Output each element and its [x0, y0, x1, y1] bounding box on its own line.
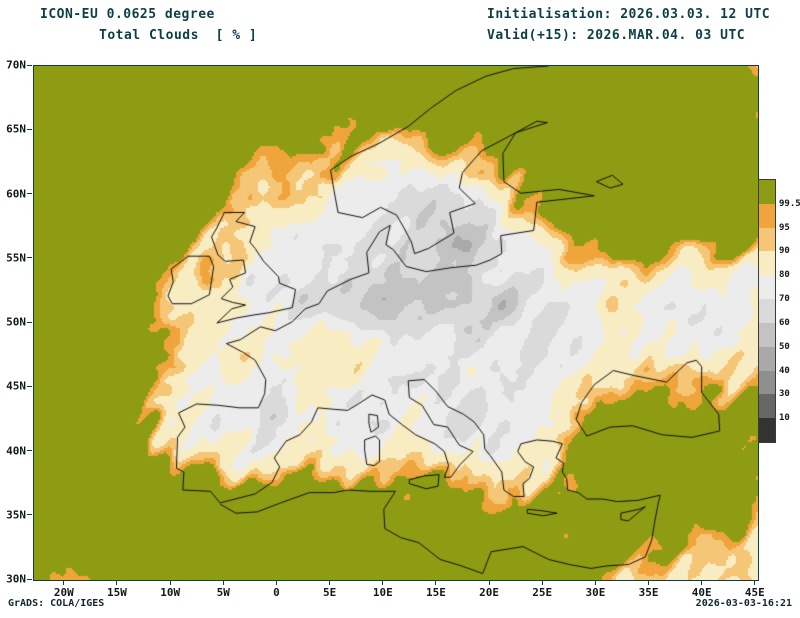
x-axis-label: 35E — [638, 586, 659, 599]
y-axis-label: 50N — [6, 315, 26, 329]
x-axis-label: 5E — [322, 586, 337, 599]
y-axis-label: 65N — [6, 122, 26, 136]
y-axis-tick — [27, 450, 32, 451]
map-plot-area — [33, 65, 759, 581]
variable-title: Total Clouds [ % ] — [99, 28, 258, 43]
x-axis-tick — [488, 580, 490, 585]
x-axis-tick — [329, 580, 331, 585]
y-axis-tick — [27, 193, 32, 194]
valid-time-label: Valid(+15): 2026.MAR.04. 03 UTC — [487, 28, 746, 43]
y-axis-label: 40N — [6, 444, 26, 457]
colorbar-label: 30 — [779, 389, 790, 400]
colorbar-label: 80 — [779, 270, 790, 281]
y-axis-label: 30N — [6, 572, 26, 586]
y-axis-label: 60N — [6, 187, 26, 200]
y-axis-label: 45N — [6, 379, 26, 393]
x-axis-label: 30E — [585, 586, 606, 599]
x-axis-tick — [222, 580, 224, 585]
y-axis-label: 70N — [6, 58, 26, 72]
colorbar-segment — [759, 180, 775, 204]
x-axis-tick — [541, 580, 543, 585]
x-axis-tick — [382, 580, 384, 585]
colorbar-segment — [759, 418, 775, 442]
y-axis-tick — [27, 321, 32, 323]
x-axis-tick — [594, 580, 596, 585]
colorbar-segment — [759, 346, 775, 371]
y-axis-tick — [27, 128, 32, 130]
colorbar — [758, 179, 776, 443]
colorbar-label: 95 — [779, 222, 790, 233]
colorbar-label: 70 — [779, 294, 790, 305]
x-axis-tick — [116, 580, 118, 585]
x-axis-tick — [435, 580, 437, 585]
grads-credit: GrADS: COLA/IGES — [8, 598, 105, 609]
x-axis-label: 20W — [53, 586, 74, 599]
colorbar-segment — [759, 275, 775, 300]
y-axis-tick — [27, 578, 32, 580]
y-axis-tick — [27, 64, 32, 66]
colorbar-segment — [759, 370, 775, 395]
x-axis-label: 15W — [107, 586, 127, 599]
colorbar-label: 99.5 — [779, 198, 800, 209]
y-axis-tick — [27, 514, 32, 516]
colorbar-segment — [759, 251, 775, 276]
colorbar-segment — [759, 394, 775, 419]
colorbar-label: 90 — [779, 246, 790, 257]
colorbar-label: 40 — [779, 365, 790, 376]
y-axis-tick — [27, 385, 32, 387]
x-axis-label: 0 — [273, 586, 280, 599]
colorbar-label: 60 — [779, 317, 790, 328]
y-axis-label: 55N — [6, 251, 26, 265]
x-axis-tick — [648, 580, 650, 585]
init-time-label: Initialisation: 2026.03.03. 12 UTC — [487, 7, 771, 22]
x-axis-label: 5W — [216, 586, 230, 599]
x-axis-label: 10E — [372, 586, 393, 599]
colorbar-segment — [759, 299, 775, 323]
x-axis-tick — [701, 580, 703, 585]
colorbar-segment — [759, 203, 775, 228]
y-axis-tick — [27, 257, 32, 259]
x-axis-tick — [63, 580, 65, 585]
colorbar-label: 50 — [779, 341, 790, 352]
x-axis-label: 40E — [691, 586, 712, 599]
colorbar-segment — [759, 227, 775, 252]
x-axis-label: 20E — [479, 586, 500, 599]
colorbar-segment — [759, 322, 775, 347]
x-axis-tick — [275, 580, 277, 585]
x-axis-label: 25E — [532, 586, 553, 599]
y-axis-label: 35N — [6, 508, 26, 522]
render-timestamp: 2026-03-03-16:21 — [695, 598, 792, 609]
colorbar-label: 10 — [779, 413, 790, 424]
cloud-cover-field-canvas — [34, 66, 758, 580]
x-axis-label: 10W — [160, 586, 181, 599]
x-axis-tick — [754, 580, 756, 585]
x-axis-label: 15E — [425, 586, 446, 599]
model-title: ICON-EU 0.0625 degree — [40, 7, 215, 22]
x-axis-tick — [169, 580, 171, 585]
x-axis-label: 45E — [744, 586, 765, 599]
